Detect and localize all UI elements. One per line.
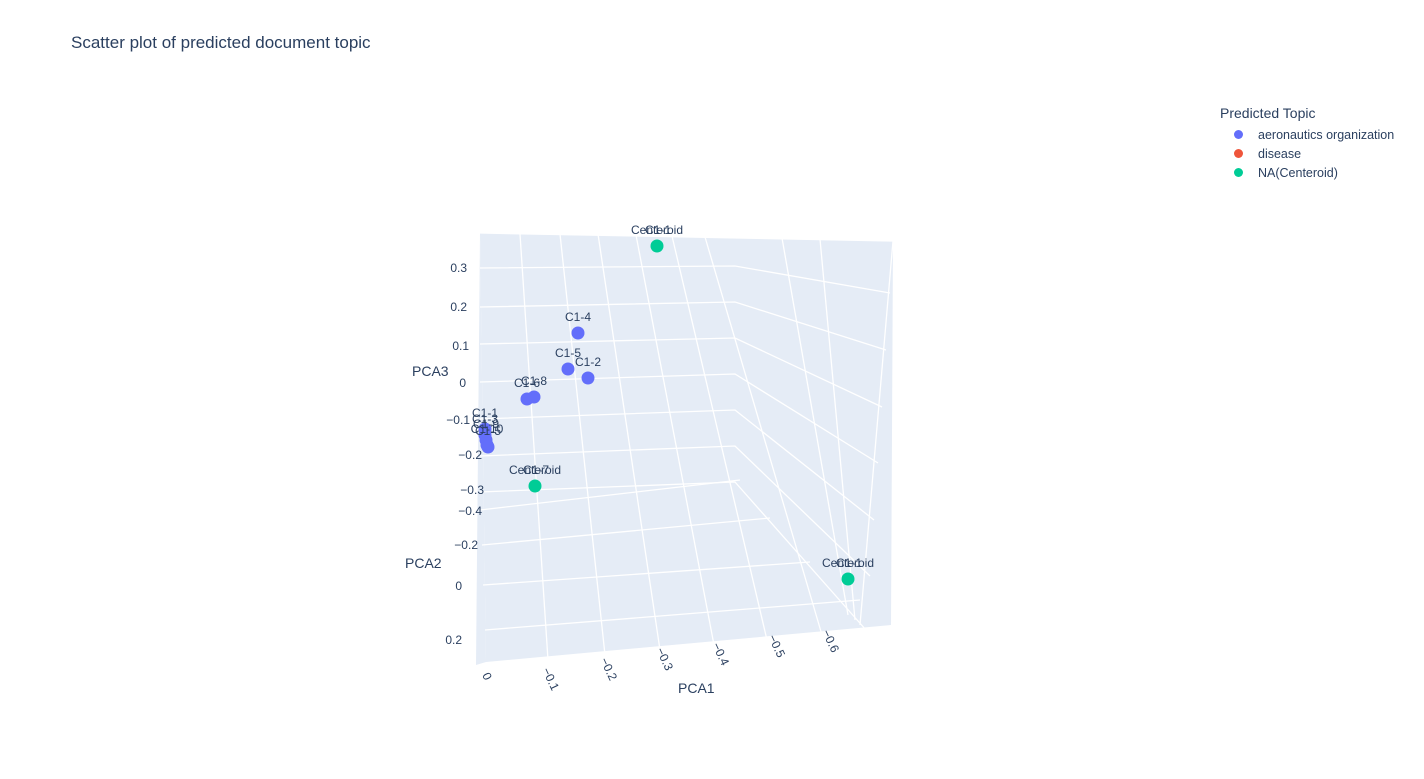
scatter-point[interactable] bbox=[528, 479, 542, 493]
x-tick: −0.6 bbox=[819, 627, 842, 655]
y-tick: −0.2 bbox=[454, 538, 478, 552]
legend-marker-icon bbox=[1234, 130, 1243, 139]
z-tick: 0.3 bbox=[450, 261, 467, 275]
y-tick: −0.4 bbox=[458, 504, 482, 518]
x-tick: −0.4 bbox=[709, 640, 732, 668]
legend-item-aeronautics[interactable]: aeronautics organization bbox=[1220, 125, 1394, 144]
point-label: C1-8 bbox=[521, 374, 547, 388]
scatter-point[interactable] bbox=[581, 371, 595, 385]
x-tick: −0.1 bbox=[539, 665, 562, 693]
point-label: C1-1 bbox=[472, 406, 498, 420]
legend-label: NA(Centeroid) bbox=[1258, 165, 1338, 180]
point-label: Centeroid bbox=[509, 463, 561, 477]
point-label: C1-5 bbox=[475, 424, 501, 438]
point-label: Centeroid bbox=[822, 556, 874, 570]
z-tick: −0.2 bbox=[458, 448, 482, 462]
z-tick: 0 bbox=[459, 376, 466, 390]
x-tick: −0.5 bbox=[765, 632, 788, 660]
y-axis-title: PCA2 bbox=[405, 555, 442, 571]
legend-title: Predicted Topic bbox=[1220, 105, 1316, 121]
point-label: C1-6 bbox=[514, 376, 540, 390]
chart-title: Scatter plot of predicted document topic bbox=[71, 33, 371, 52]
data-points: C1-4C1-5C1-2C1-8C1-6C1-1C1-3C1-9C1-10C1-… bbox=[471, 223, 874, 586]
point-label: C1-2 bbox=[575, 355, 601, 369]
z-tick: 0.1 bbox=[452, 339, 469, 353]
z-tick: −0.1 bbox=[446, 413, 470, 427]
x-tick: −0.3 bbox=[653, 645, 676, 673]
point-label: Centeroid bbox=[631, 223, 683, 237]
z-axis-ticks: 0.3 0.2 0.1 0 −0.1 −0.2 −0.3 bbox=[446, 261, 484, 497]
x-axis-title: PCA1 bbox=[678, 680, 715, 696]
z-tick: −0.3 bbox=[460, 483, 484, 497]
legend-label: disease bbox=[1258, 146, 1302, 161]
legend: Predicted Topic aeronautics organization… bbox=[1220, 105, 1394, 182]
scatter-point[interactable] bbox=[571, 326, 585, 340]
point-label: C1-5 bbox=[555, 346, 581, 360]
scatter-point[interactable] bbox=[481, 440, 495, 454]
point-label: C1-1 bbox=[836, 556, 862, 570]
x-tick: −0.2 bbox=[597, 655, 620, 683]
scatter-point[interactable] bbox=[650, 239, 664, 253]
legend-label: aeronautics organization bbox=[1258, 127, 1395, 142]
legend-item-centeroid[interactable]: NA(Centeroid) bbox=[1220, 163, 1394, 182]
point-label: C1-3 bbox=[472, 412, 498, 426]
legend-marker-icon bbox=[1234, 168, 1243, 177]
point-label: C1-9 bbox=[473, 417, 499, 431]
scatter-point[interactable] bbox=[520, 392, 534, 406]
legend-marker-icon bbox=[1234, 149, 1243, 158]
z-axis-title: PCA3 bbox=[412, 363, 449, 379]
x-tick: 0 bbox=[479, 670, 495, 682]
side-pane bbox=[476, 233, 486, 665]
scatter-point[interactable] bbox=[841, 572, 855, 586]
y-tick: 0.2 bbox=[445, 633, 462, 647]
grid-lines bbox=[479, 232, 894, 661]
y-axis-ticks: −0.4 −0.2 0 0.2 bbox=[445, 504, 482, 647]
point-label: C1-1 bbox=[645, 223, 671, 237]
legend-item-disease[interactable]: disease bbox=[1220, 144, 1394, 163]
scene-panes bbox=[476, 233, 893, 665]
y-tick: 0 bbox=[455, 579, 462, 593]
z-tick: 0.2 bbox=[450, 300, 467, 314]
point-label: C1-4 bbox=[565, 310, 591, 324]
point-label: C1-7 bbox=[523, 463, 549, 477]
scatter-point[interactable] bbox=[561, 362, 575, 376]
point-label: C1-10 bbox=[471, 422, 504, 436]
